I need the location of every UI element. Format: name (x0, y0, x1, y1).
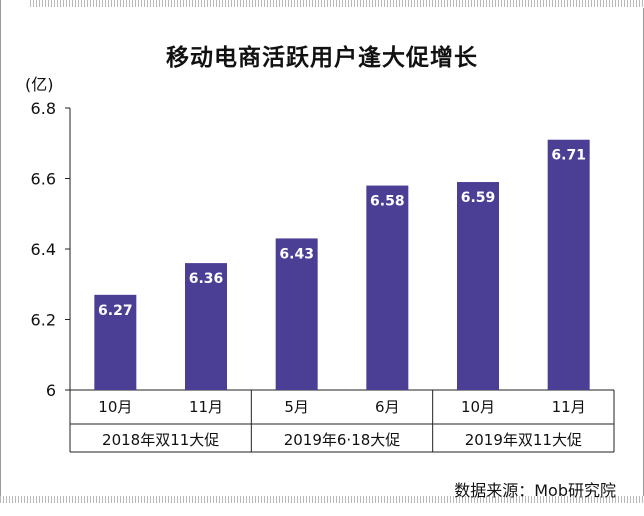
bottom-hatch-border (0, 496, 644, 503)
bar (457, 182, 499, 390)
bar-value-label: 6.59 (461, 190, 496, 206)
bar (547, 139, 590, 390)
group-label: 2018年双11大促 (102, 431, 219, 449)
bar (94, 294, 137, 390)
bar (366, 185, 409, 390)
group-label: 2019年6·18大促 (284, 431, 401, 449)
y-tick-label: 6.2 (31, 311, 56, 330)
y-axis-unit: (亿) (25, 75, 54, 94)
bar (275, 238, 318, 390)
chart-title: 移动电商活跃用户逢大促增长 (166, 45, 478, 71)
bar-value-label: 6.71 (551, 148, 586, 164)
source-note: 数据来源：Mob研究院 (454, 481, 616, 500)
x-category-label: 5月 (284, 398, 309, 416)
bar (185, 263, 227, 390)
bar-value-label: 6.43 (279, 246, 314, 262)
x-category-label: 11月 (189, 398, 223, 416)
y-tick-label: 6.8 (31, 99, 56, 118)
y-tick-label: 6.4 (31, 240, 56, 259)
x-category-label: 11月 (552, 398, 586, 416)
y-tick-label: 6.6 (31, 170, 56, 189)
y-tick-label: 6 (46, 381, 56, 400)
group-label: 2019年双11大促 (465, 431, 582, 449)
x-category-label: 10月 (98, 398, 132, 416)
left-border (0, 0, 1, 496)
x-category-label: 10月 (461, 398, 495, 416)
bar-value-label: 6.27 (98, 303, 133, 319)
top-hatch-border (30, 0, 644, 7)
x-category-label: 6月 (375, 398, 400, 416)
bar-value-label: 6.58 (370, 194, 405, 210)
bar-value-label: 6.36 (189, 271, 224, 287)
